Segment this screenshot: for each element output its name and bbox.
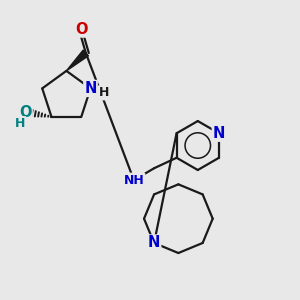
Text: O: O (76, 22, 88, 37)
Polygon shape (66, 50, 88, 71)
Text: H: H (99, 86, 109, 99)
Text: N: N (84, 81, 97, 96)
Text: NH: NH (124, 174, 144, 187)
Text: N: N (148, 236, 160, 250)
Text: N: N (213, 126, 225, 141)
Text: H: H (15, 117, 25, 130)
Text: O: O (19, 105, 32, 120)
